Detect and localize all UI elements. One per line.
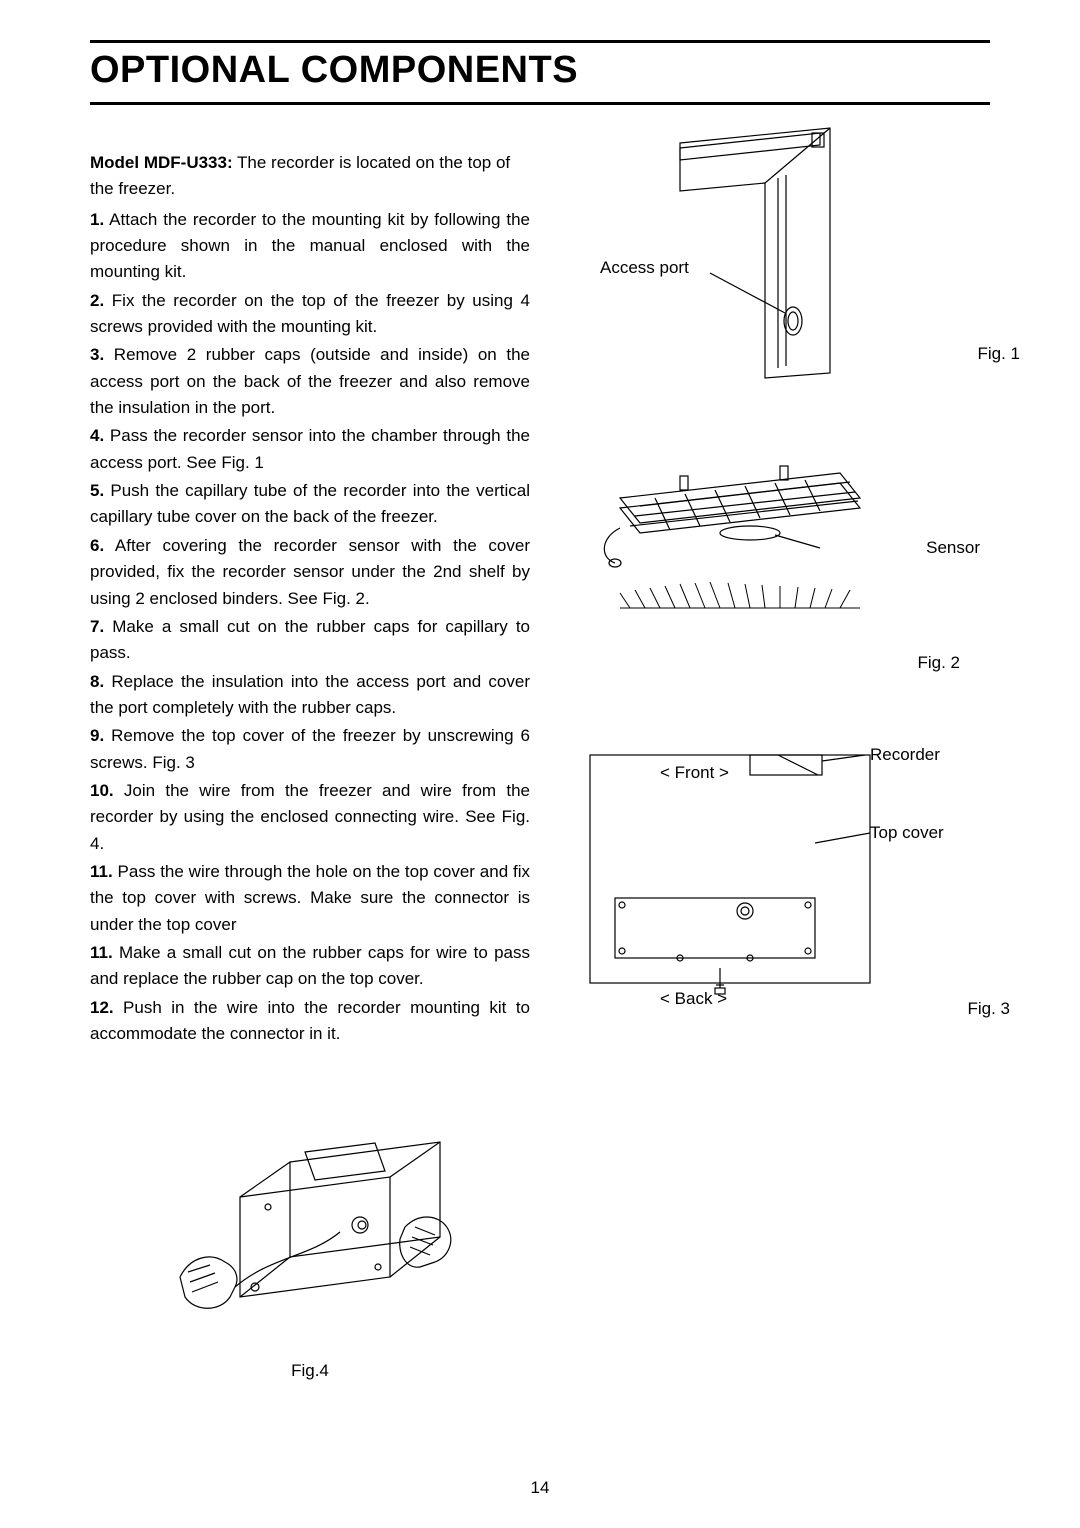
step-text: Pass the wire through the hole on the to… [90, 862, 530, 934]
step-num: 11. [90, 862, 113, 881]
fig2-caption: Fig. 2 [560, 653, 990, 673]
step-6: 6. After covering the recorder sensor wi… [90, 533, 530, 612]
back-label: < Back > [660, 989, 727, 1009]
step-num: 6. [90, 536, 104, 555]
step-text: Replace the insulation into the access p… [90, 672, 530, 717]
figure-2: Sensor Fig. 2 [560, 438, 990, 673]
step-num: 7. [90, 617, 104, 636]
step-8: 8. Replace the insulation into the acces… [90, 669, 530, 722]
step-num: 10. [90, 781, 114, 800]
step-1: 1. Attach the recorder to the mounting k… [90, 207, 530, 286]
sensor-label: Sensor [926, 538, 980, 558]
step-text: Make a small cut on the rubber caps for … [90, 617, 530, 662]
step-num: 8. [90, 672, 104, 691]
fig3-caption: Fig. 3 [967, 999, 1010, 1019]
figure-1: Access port Fig. 1 [560, 123, 990, 388]
step-text: Remove the top cover of the freezer by u… [90, 726, 530, 771]
fig4-drawing [140, 1117, 480, 1337]
step-text: After covering the recorder sensor with … [90, 536, 530, 608]
step-9: 9. Remove the top cover of the freezer b… [90, 723, 530, 776]
step-5: 5. Push the capillary tube of the record… [90, 478, 530, 531]
figure-column: Access port Fig. 1 [560, 133, 990, 1384]
step-11a: 11. Pass the wire through the hole on th… [90, 859, 530, 938]
step-num: 3. [90, 345, 104, 364]
front-label: < Front > [660, 763, 729, 783]
access-port-label: Access port [600, 258, 689, 278]
step-11b: 11. Make a small cut on the rubber caps … [90, 940, 530, 993]
step-text: Push the capillary tube of the recorder … [90, 481, 530, 526]
page: OPTIONAL COMPONENTS Model MDF-U333: The … [0, 0, 1080, 1528]
step-text: Attach the recorder to the mounting kit … [90, 210, 530, 282]
step-text: Join the wire from the freezer and wire … [90, 781, 530, 853]
step-num: 9. [90, 726, 104, 745]
step-num: 5. [90, 481, 104, 500]
fig4-caption: Fig.4 [120, 1358, 500, 1384]
text-column: Model MDF-U333: The recorder is located … [90, 133, 530, 1384]
step-num: 4. [90, 426, 104, 445]
title-block: OPTIONAL COMPONENTS [90, 40, 990, 105]
step-num: 11. [90, 943, 113, 962]
fig2-drawing [560, 438, 900, 638]
step-3: 3. Remove 2 rubber caps (outside and ins… [90, 342, 530, 421]
model-label: Model MDF-U333: [90, 153, 233, 172]
intro-line: Model MDF-U333: The recorder is located … [90, 150, 530, 203]
step-text: Push in the wire into the recorder mount… [90, 998, 530, 1043]
step-num: 2. [90, 291, 104, 310]
step-text: Remove 2 rubber caps (outside and inside… [90, 345, 530, 417]
step-4: 4. Pass the recorder sensor into the cha… [90, 423, 530, 476]
page-number: 14 [0, 1478, 1080, 1498]
step-text: Make a small cut on the rubber caps for … [90, 943, 530, 988]
figure-4: Fig.4 [120, 1117, 500, 1384]
page-title: OPTIONAL COMPONENTS [90, 49, 990, 92]
fig3-drawing [560, 733, 920, 1013]
step-text: Fix the recorder on the top of the freez… [90, 291, 530, 336]
step-2: 2. Fix the recorder on the top of the fr… [90, 288, 530, 341]
recorder-label: Recorder [870, 745, 940, 765]
topcover-label: Top cover [870, 823, 944, 843]
content: Model MDF-U333: The recorder is located … [90, 133, 990, 1384]
step-text: Pass the recorder sensor into the chambe… [90, 426, 530, 471]
figure-3: < Front > < Back > Recorder Top cover Fi… [560, 733, 990, 1018]
step-12: 12. Push in the wire into the recorder m… [90, 995, 530, 1048]
fig1-caption: Fig. 1 [977, 344, 1020, 364]
step-num: 1. [90, 210, 104, 229]
step-10: 10. Join the wire from the freezer and w… [90, 778, 530, 857]
step-num: 12. [90, 998, 114, 1017]
fig1-drawing [560, 123, 900, 383]
step-7: 7. Make a small cut on the rubber caps f… [90, 614, 530, 667]
